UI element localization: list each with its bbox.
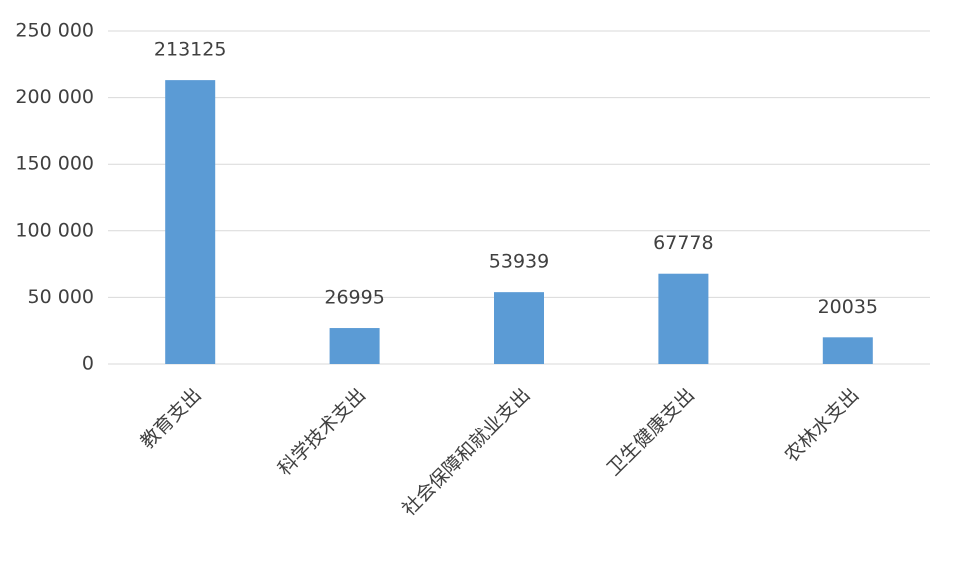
bar <box>658 273 709 364</box>
data-label: 213125 <box>154 39 227 61</box>
bar <box>822 337 873 364</box>
y-tick-label: 50 000 <box>28 286 94 308</box>
bar <box>329 328 380 364</box>
data-label: 20035 <box>818 296 878 318</box>
y-tick-label: 0 <box>82 353 94 375</box>
bar <box>165 80 216 365</box>
y-tick-label: 200 000 <box>15 86 94 108</box>
x-tick-label: 科学技术支出 <box>274 384 370 480</box>
x-tick-label: 社会保障和就业支出 <box>398 384 534 520</box>
data-label: 67778 <box>653 232 713 254</box>
bar <box>494 292 544 364</box>
x-tick-label: 卫生健康支出 <box>603 384 699 480</box>
y-tick-label: 100 000 <box>15 219 94 241</box>
x-tick-label: 教育支出 <box>136 384 205 453</box>
data-label: 53939 <box>489 251 549 273</box>
y-tick-label: 250 000 <box>15 20 94 42</box>
y-tick-label: 150 000 <box>15 153 94 175</box>
x-tick-label: 农林水支出 <box>780 384 863 467</box>
data-label: 26995 <box>324 287 384 309</box>
